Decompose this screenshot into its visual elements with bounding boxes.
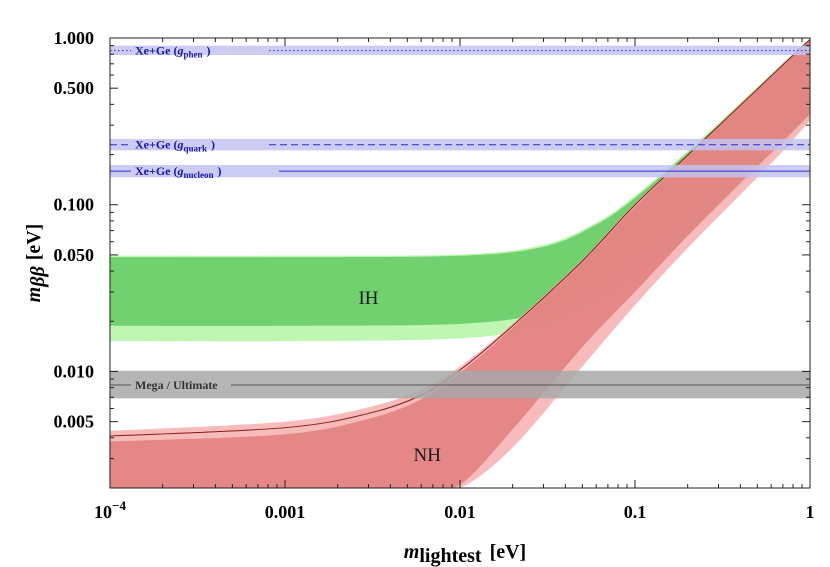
x-tick-label-base: 0.01 [444,502,476,522]
xe-ge-gquark-label-sub: quark [184,144,208,154]
x-axis-title-sub: lightest [419,545,482,567]
xe-ge-gnucleon-label-sub: nucleon [184,170,214,180]
y-tick-label: 0.050 [54,245,95,265]
xe-ge-gphen-label-sub: phen [184,50,203,60]
region-nh-inner [110,40,810,488]
xe-ge-gphen-label: Xe+Ge (gphen) [135,44,211,60]
x-tick-label-sup: −4 [112,498,126,513]
x-axis-title-var: m [404,541,420,563]
y-axis-title-unit: [eV] [23,224,45,261]
ticks-layer [109,38,811,489]
x-tick-label: 0.001 [265,502,306,522]
xe-ge-gquark-label-close: ) [211,138,215,152]
x-tick-label: 10−4 [94,498,126,522]
labels-layer: 10−4 0.001 0.01 0.1 1 0.005 0.010 0.050 0.100 0.5… [23,28,815,567]
x-tick-label-base: 10 [94,502,112,522]
x-tick-label: 1 [806,502,815,522]
region-label-nh: NH [414,445,442,466]
xe-ge-gnucleon-label-var: g [177,164,184,178]
mega-ultimate-label: Mega / Ultimate [135,378,218,392]
x-tick-label-base: 0.001 [265,502,306,522]
xe-ge-gnucleon-label-close: ) [218,164,222,178]
y-tick-label: 0.100 [54,195,95,215]
y-tick-label: 0.500 [54,78,95,98]
x-axis-title: mlightest [eV] [404,541,526,567]
xe-ge-gphen-label-text: Xe+Ge ( [135,44,178,58]
xe-ge-gnucleon-label-text: Xe+Ge ( [135,164,178,178]
y-tick-label: 1.000 [54,28,95,48]
xe-ge-gquark-label-var: g [177,138,184,152]
x-tick-label-base: 1 [806,502,815,522]
y-tick-label: 0.010 [54,361,95,381]
x-tick-label-base: 0.1 [624,502,647,522]
y-axis-title: mββ [eV] [23,224,49,303]
xe-ge-gphen-label-var: g [177,44,184,58]
region-nh-boundary [110,39,810,437]
xe-ge-gnucleon-label: Xe+Ge (gnucleon) [135,164,222,180]
regions-layer [110,38,810,488]
x-tick-label: 0.01 [444,502,476,522]
xe-ge-gquark-label-text: Xe+Ge ( [135,138,178,152]
y-axis-title-var: m [23,287,45,303]
region-label-ih: IH [358,288,378,309]
xe-ge-gphen-label-close: ) [207,44,211,58]
xe-ge-gphen-band [110,45,810,56]
mega-ultimate-label-text: Mega / Ultimate [135,378,218,392]
y-axis-title-sub: ββ [27,266,49,288]
bands-layer: Xe+Ge (gphen)Xe+Ge (gquark)Xe+Ge (gnucle… [110,44,810,399]
x-axis-title-unit: [eV] [490,541,527,563]
y-tick-label: 0.005 [54,412,95,432]
xe-ge-gquark-label: Xe+Ge (gquark) [135,138,215,154]
x-tick-label: 0.1 [624,502,647,522]
